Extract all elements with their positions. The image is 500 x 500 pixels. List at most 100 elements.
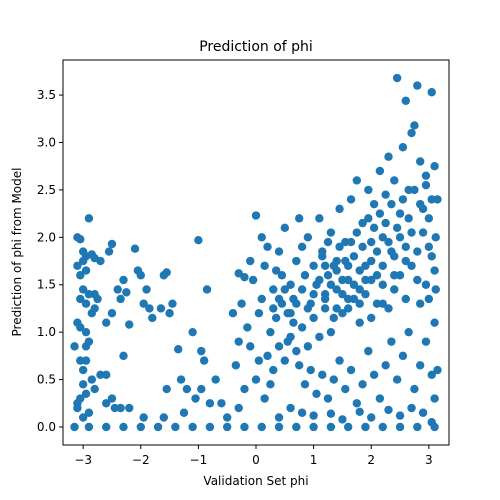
data-point — [404, 214, 413, 223]
data-point — [269, 304, 278, 313]
data-point — [231, 361, 241, 370]
data-point — [145, 304, 154, 313]
data-point — [375, 209, 385, 218]
data-point — [274, 247, 284, 256]
data-point — [326, 327, 336, 337]
x-tick-label: 3 — [425, 453, 433, 467]
x-tick-label: 1 — [310, 453, 318, 467]
data-point — [90, 384, 99, 394]
y-tick-label: 3.0 — [37, 136, 56, 150]
data-point — [309, 290, 318, 299]
data-point — [332, 304, 341, 313]
data-point — [81, 389, 91, 398]
data-point — [107, 239, 117, 249]
data-point — [292, 346, 301, 356]
data-point — [338, 308, 347, 318]
data-point — [136, 271, 145, 280]
data-point — [338, 275, 347, 285]
y-tick-label: 2.5 — [37, 183, 56, 197]
data-point — [76, 271, 85, 280]
data-point — [430, 266, 439, 275]
data-point — [84, 422, 94, 432]
y-tick-label: 3.5 — [37, 88, 56, 102]
data-point — [404, 185, 413, 195]
data-point — [401, 96, 410, 105]
plot-frame — [62, 59, 450, 446]
data-point — [280, 285, 290, 294]
data-point — [392, 73, 402, 83]
data-point — [84, 408, 94, 417]
data-point — [300, 271, 310, 280]
data-point — [136, 422, 145, 432]
data-point — [433, 195, 442, 204]
data-point — [338, 290, 347, 299]
data-point — [153, 422, 163, 432]
data-point — [246, 256, 255, 266]
data-point — [415, 199, 425, 209]
chart-title: Prediction of phi — [199, 39, 313, 55]
data-point — [237, 299, 246, 308]
data-point — [407, 228, 416, 237]
data-point — [326, 409, 336, 418]
data-point — [320, 261, 330, 270]
data-point — [381, 190, 390, 199]
data-point — [119, 351, 128, 361]
data-point — [343, 294, 353, 304]
data-point — [355, 266, 364, 275]
data-point — [427, 370, 436, 380]
data-point — [430, 318, 439, 327]
data-point — [375, 394, 385, 403]
data-point — [431, 233, 440, 242]
data-point — [395, 233, 405, 242]
data-point — [271, 266, 281, 275]
data-point — [367, 256, 376, 266]
data-point — [176, 375, 186, 384]
data-point — [372, 271, 382, 280]
x-axis-ticks: −3 −2 −1 0 1 2 3 — [74, 445, 433, 467]
data-point — [413, 275, 422, 285]
data-point — [323, 271, 333, 280]
data-point — [292, 422, 301, 432]
data-point — [162, 268, 171, 277]
data-point — [274, 342, 284, 351]
data-point — [346, 237, 356, 247]
data-point — [341, 384, 350, 394]
y-tick-label: 2.0 — [37, 230, 56, 244]
data-point — [234, 403, 243, 413]
data-point — [369, 370, 379, 380]
data-point — [306, 365, 315, 375]
data-point — [430, 422, 439, 432]
data-point — [234, 337, 243, 346]
data-point — [335, 356, 344, 365]
data-point — [300, 380, 310, 389]
data-point — [361, 290, 370, 299]
data-point — [329, 375, 338, 384]
data-point — [401, 256, 410, 266]
data-point — [303, 342, 313, 351]
data-point — [395, 422, 405, 432]
data-point — [343, 261, 353, 270]
data-point — [159, 413, 169, 422]
data-point — [332, 285, 341, 294]
x-tick-label: 0 — [252, 453, 260, 467]
data-point — [263, 242, 272, 252]
data-point — [130, 244, 140, 253]
data-point — [329, 313, 338, 323]
data-point — [315, 275, 324, 285]
data-point — [217, 399, 226, 408]
data-point — [297, 323, 307, 332]
data-point — [395, 411, 405, 420]
data-point — [269, 285, 278, 294]
data-point — [280, 223, 290, 233]
data-point — [415, 157, 425, 166]
data-point — [392, 223, 402, 233]
data-point — [182, 384, 192, 394]
data-point — [352, 228, 362, 237]
data-point — [378, 299, 387, 308]
data-point — [315, 214, 324, 223]
x-tick-label: −1 — [190, 453, 208, 467]
data-point — [309, 261, 318, 270]
data-point — [413, 422, 422, 432]
data-point — [384, 304, 393, 313]
y-tick-label: 0.0 — [37, 420, 56, 434]
